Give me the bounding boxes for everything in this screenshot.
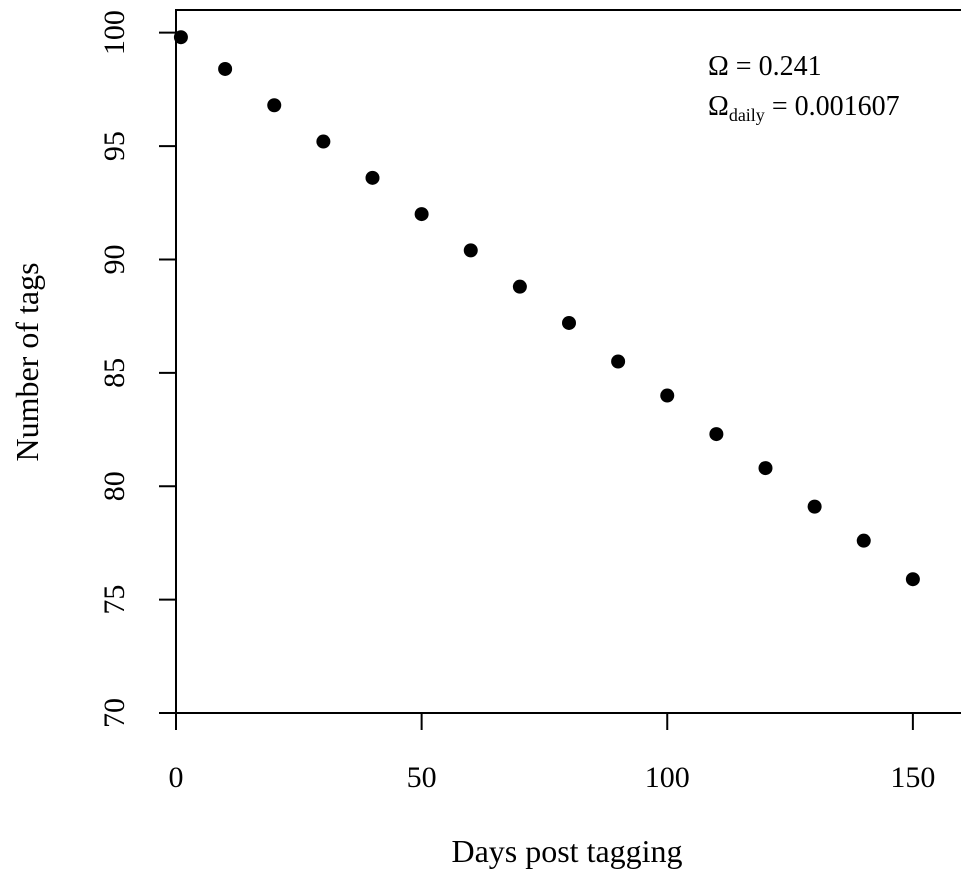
x-tick-label: 0 xyxy=(169,761,184,794)
data-point xyxy=(562,315,576,330)
data-point xyxy=(807,499,822,514)
y-axis-ticks: 70 75 80 85 90 95 100 xyxy=(98,10,176,728)
data-point xyxy=(267,98,282,113)
data-point xyxy=(414,207,429,222)
x-tick-label: 50 xyxy=(407,761,437,794)
omega-daily-annotation: Ωdaily = 0.001607 xyxy=(708,91,900,125)
omega-annotation: Ω = 0.241 xyxy=(708,51,822,82)
y-tick-label: 80 xyxy=(98,471,131,501)
data-points xyxy=(173,30,920,587)
data-point xyxy=(709,427,724,442)
data-point xyxy=(218,61,233,76)
data-point xyxy=(856,533,871,548)
plot-area-box xyxy=(175,9,961,714)
x-axis-title: Days post tagging xyxy=(451,833,682,869)
omega-daily-symbol: Ω xyxy=(708,91,729,122)
x-tick-label: 100 xyxy=(645,761,690,794)
data-point xyxy=(512,279,527,294)
x-axis-ticks: 0 50 100 150 xyxy=(169,713,935,794)
y-tick-label: 90 xyxy=(98,244,131,274)
data-point xyxy=(905,572,920,587)
omega-daily-subscript: daily xyxy=(729,105,765,125)
y-tick-label: 70 xyxy=(98,698,131,728)
data-point xyxy=(758,461,773,476)
data-point xyxy=(611,354,626,369)
y-tick-label: 95 xyxy=(98,131,131,161)
y-tick-label: 75 xyxy=(98,585,131,615)
omega-daily-value: = 0.001607 xyxy=(765,91,900,122)
data-point xyxy=(463,243,478,258)
y-axis-title: Number of tags xyxy=(9,262,45,461)
data-point xyxy=(316,134,331,149)
y-tick-label: 85 xyxy=(98,358,131,388)
data-point xyxy=(173,30,188,45)
x-tick-label: 150 xyxy=(890,761,935,794)
y-tick-label: 100 xyxy=(98,10,131,55)
data-point xyxy=(660,388,675,403)
data-point xyxy=(365,170,380,185)
